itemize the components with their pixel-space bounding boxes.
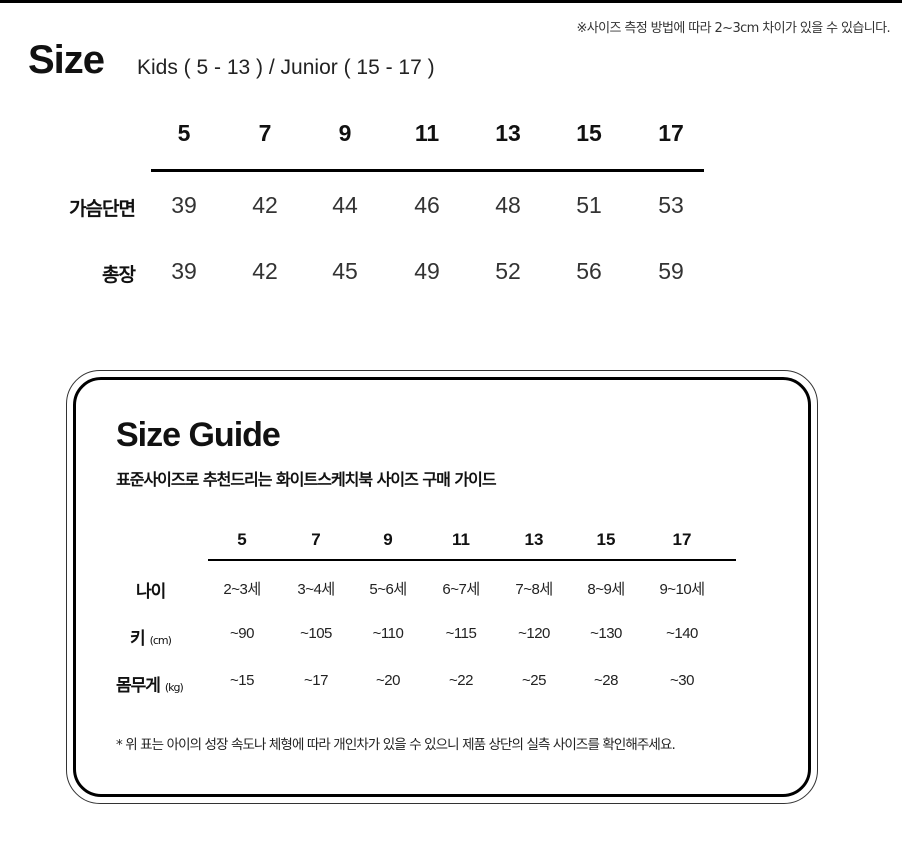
table-cell: 56 [576,258,602,284]
table-cell: 45 [332,258,358,284]
column-header: 15 [576,120,602,146]
table-cell: 39 [171,258,197,284]
table-cell: ~120 [518,625,550,642]
table-cell: ~28 [594,672,618,689]
table-cell: ~110 [372,625,404,642]
table-cell: 51 [576,192,602,218]
table-cell: ~15 [230,672,254,689]
column-header: 17 [658,120,684,146]
column-header: 5 [177,120,191,146]
table-cell: ~20 [376,672,400,689]
table-cell: ~115 [445,625,477,642]
column-header: 15 [596,530,616,549]
measurement-notice: ※사이즈 측정 방법에 따라 2~3cm 차이가 있을 수 있습니다. [576,21,890,36]
size-subtitle: Kids ( 5 - 13 ) / Junior ( 15 - 17 ) [137,56,435,79]
table-cell: 52 [495,258,521,284]
column-header: 9 [383,530,393,549]
table-cell: 44 [332,192,358,218]
table-cell: 9~10세 [659,581,705,598]
size-table-rule [151,169,704,172]
guide-box-outline [66,370,818,804]
row-label: 몸무게 (kg) [116,671,184,696]
table-cell: 3~4세 [297,581,335,598]
row-label: 총장 [102,264,136,286]
table-cell: ~140 [666,625,698,642]
column-header: 7 [311,530,321,549]
table-cell: ~90 [230,625,254,642]
table-cell: 2~3세 [223,581,261,598]
row-label-text: 몸무게 [116,676,161,696]
table-cell: ~30 [670,672,694,689]
table-cell: 53 [658,192,684,218]
column-header: 7 [258,120,272,146]
top-divider [0,0,902,3]
table-cell: 46 [414,192,440,218]
column-header: 17 [672,530,692,549]
table-cell: ~105 [300,625,332,642]
row-unit: (cm) [149,634,172,647]
table-cell: 7~8세 [515,581,553,598]
column-header: 11 [452,530,470,549]
guide-note: * 위 표는 아이의 성장 속도나 체형에 따라 개인차가 있을 수 있으니 제… [116,737,676,753]
column-header: 11 [414,120,440,146]
guide-table-rule [208,559,736,561]
table-cell: 49 [414,258,440,284]
column-header: 13 [495,120,521,146]
row-label-text: 키 [130,629,146,649]
column-header: 5 [237,530,247,549]
table-cell: 48 [495,192,521,218]
table-cell: 39 [171,192,197,218]
table-cell: 42 [252,192,278,218]
row-label: 나이 [136,577,166,602]
table-cell: 42 [252,258,278,284]
row-label: 키 (cm) [130,624,172,649]
column-header: 9 [338,120,352,146]
row-label: 가슴단면 [69,198,136,220]
guide-box [73,377,811,797]
row-unit: (kg) [164,681,184,694]
guide-title: Size Guide [116,416,281,454]
size-title: Size [28,38,105,82]
table-cell: ~17 [304,672,328,689]
table-cell: ~130 [590,625,622,642]
guide-subtitle: 표준사이즈로 추천드리는 화이트스케치북 사이즈 구매 가이드 [116,470,497,489]
table-cell: ~22 [449,672,473,689]
column-header: 13 [524,530,544,549]
row-label-text: 나이 [136,582,166,602]
table-cell: 5~6세 [369,581,407,598]
table-cell: 8~9세 [587,581,625,598]
table-cell: 59 [658,258,684,284]
table-cell: ~25 [522,672,546,689]
table-cell: 6~7세 [442,581,480,598]
